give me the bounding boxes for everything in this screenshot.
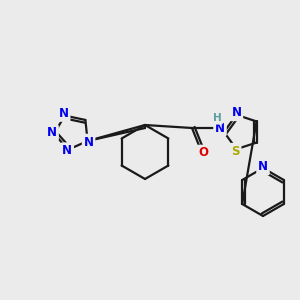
Text: N: N [215,122,225,134]
Text: O: O [198,146,208,160]
Text: S: S [231,145,240,158]
Text: N: N [62,144,72,157]
Text: N: N [47,126,57,140]
Text: N: N [59,107,69,120]
Text: N: N [231,106,242,119]
Text: N: N [258,160,268,173]
Text: N: N [84,136,94,148]
Text: H: H [213,113,221,123]
